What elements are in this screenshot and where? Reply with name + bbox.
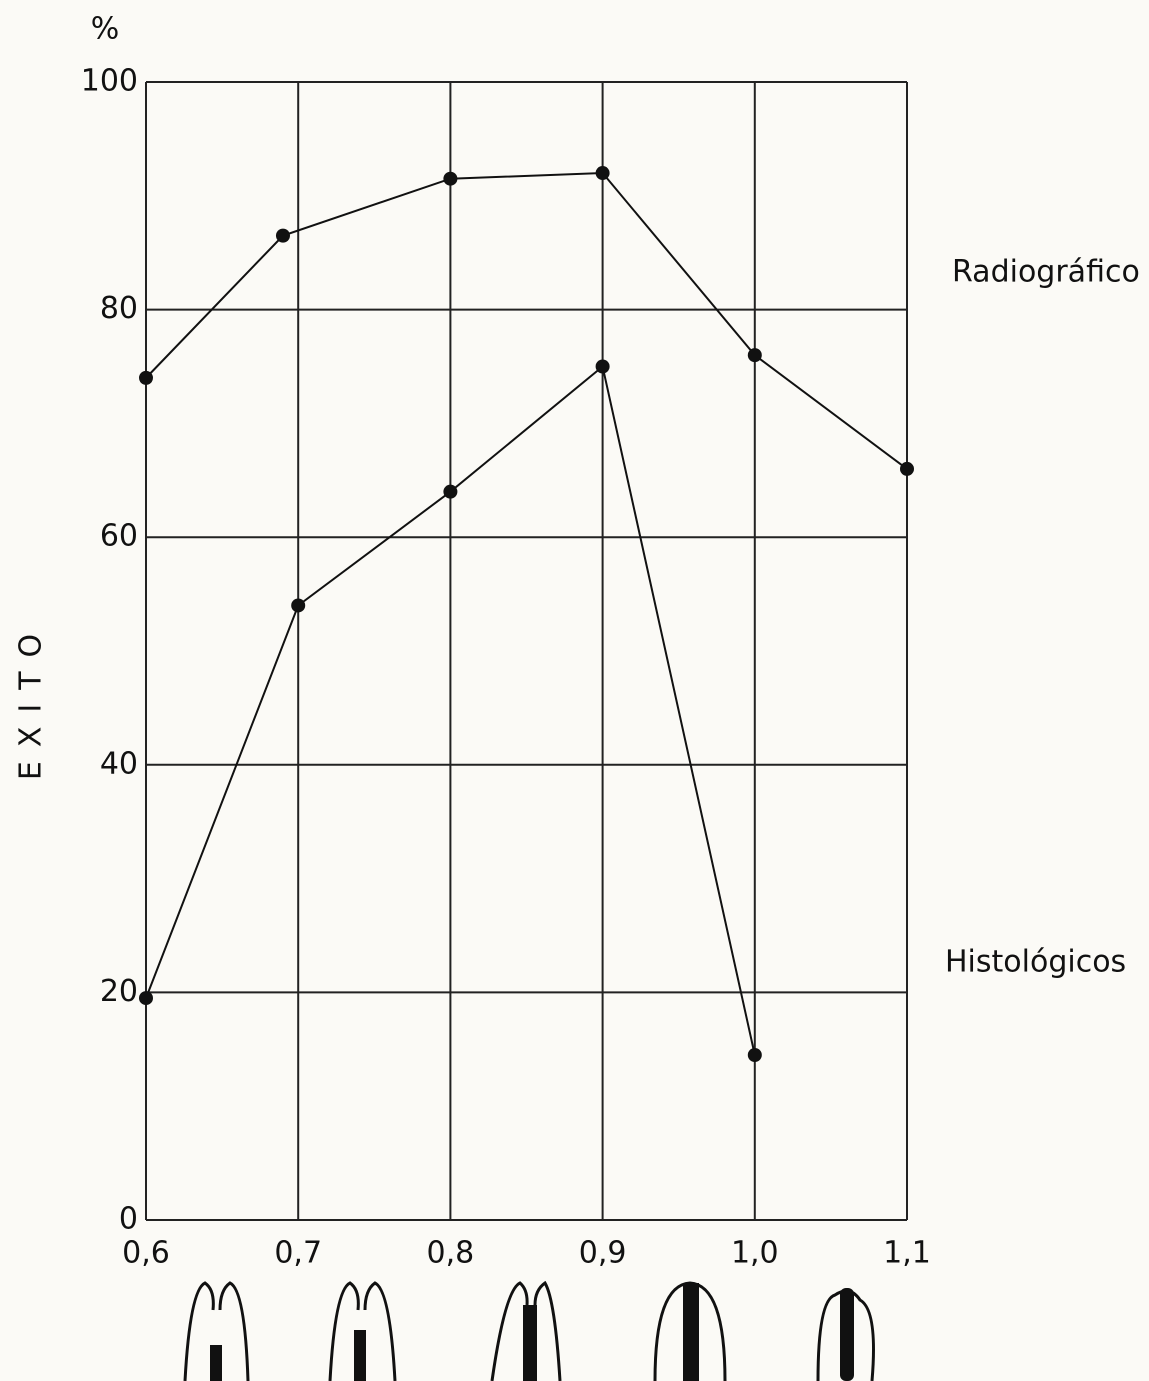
y-tick-label: 80 <box>100 291 138 326</box>
unit-label: % <box>91 12 120 47</box>
tooth-fill <box>840 1288 854 1381</box>
data-point <box>748 348 762 362</box>
data-point <box>596 166 610 180</box>
data-point <box>139 991 153 1005</box>
page: % EXITO 0 20 40 60 80 100 0,6 0,7 0,8 0,9 1,0 1,1 Ra… <box>0 0 1149 1381</box>
data-point <box>443 485 457 499</box>
chart: % EXITO 0 20 40 60 80 100 0,6 0,7 0,8 0,9 1,0 1,1 Ra… <box>0 0 1149 1381</box>
x-tick-label: 1,1 <box>883 1236 931 1271</box>
y-tick-label: 60 <box>100 519 138 554</box>
tooth-fill <box>354 1330 366 1381</box>
series-line <box>146 173 907 469</box>
y-tick-label: 100 <box>81 64 138 99</box>
data-point <box>139 371 153 385</box>
y-tick-label: 20 <box>100 974 138 1009</box>
tooth-fill <box>523 1305 537 1381</box>
data-point <box>276 229 290 243</box>
x-tick-label: 0,8 <box>427 1236 475 1271</box>
x-tick-label: 0,7 <box>274 1236 322 1271</box>
series-label: Histológicos <box>945 945 1126 980</box>
tooth-fill <box>210 1345 222 1381</box>
series-label: Radiográfico <box>952 254 1140 289</box>
data-point <box>291 598 305 612</box>
y-axis-label: EXITO <box>14 620 49 780</box>
x-tick-label: 0,9 <box>579 1236 627 1271</box>
x-tick-label: 0,6 <box>122 1236 170 1271</box>
data-point <box>900 462 914 476</box>
x-tick-label: 1,0 <box>731 1236 779 1271</box>
y-tick-label: 40 <box>100 746 138 781</box>
tooth-illustrations <box>185 1283 874 1381</box>
data-point <box>748 1048 762 1062</box>
y-tick-label: 0 <box>119 1202 138 1237</box>
data-point <box>596 360 610 374</box>
tooth-fill <box>683 1283 699 1381</box>
data-point <box>443 172 457 186</box>
